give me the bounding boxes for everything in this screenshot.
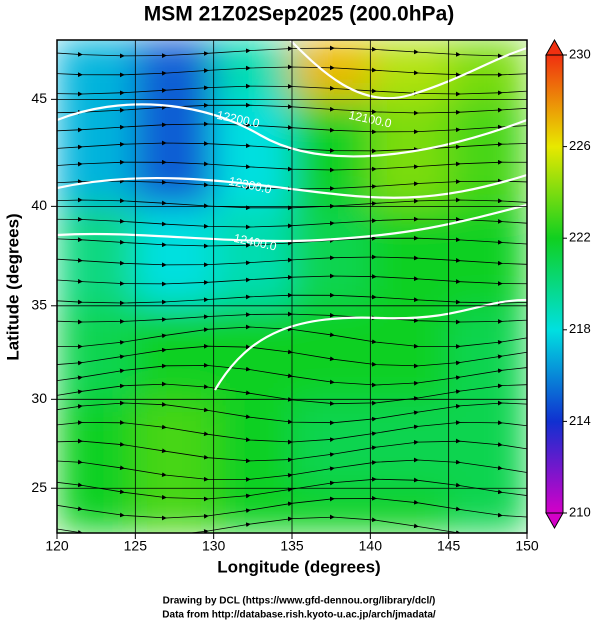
heat-cell xyxy=(213,398,293,489)
colorbar-tick-label: 230 xyxy=(569,46,591,61)
heat-cell xyxy=(291,205,371,307)
heat-cell xyxy=(448,40,527,100)
x-tick-label: 130 xyxy=(202,538,226,554)
contour-line xyxy=(57,173,527,199)
heat-cell xyxy=(448,305,527,400)
heat-cell xyxy=(369,398,450,489)
x-tick-label: 145 xyxy=(437,538,461,554)
heat-cell xyxy=(291,487,371,533)
y-tick-label: 25 xyxy=(31,479,47,495)
contour-line xyxy=(214,298,527,391)
footer-line: Drawing by DCL (https://www.gfd-dennou.o… xyxy=(163,596,436,607)
colorbar-arrow xyxy=(545,512,564,530)
heat-cell xyxy=(213,487,293,533)
y-tick-label: 30 xyxy=(31,390,47,406)
colorbar-tick-label: 226 xyxy=(569,138,591,153)
footer-line: Data from http://database.rish.kyoto-u.a… xyxy=(162,610,436,621)
contour-line xyxy=(57,103,527,158)
x-tick-label: 120 xyxy=(45,538,69,554)
y-tick-label: 35 xyxy=(31,296,47,312)
colorbar-tick-label: 218 xyxy=(569,321,591,336)
y-axis-label: Latitude (degrees) xyxy=(3,213,22,360)
x-axis-label: Longitude (degrees) xyxy=(217,557,380,576)
heat-cell xyxy=(57,40,136,100)
y-tick-label: 40 xyxy=(31,197,47,213)
heat-cell xyxy=(213,305,293,400)
heat-cell xyxy=(134,98,215,207)
heat-cell xyxy=(369,305,450,400)
contour-line xyxy=(289,40,527,100)
y-tick-label: 45 xyxy=(31,90,47,106)
heat-cell xyxy=(448,487,527,533)
colorbar xyxy=(545,54,564,514)
colorbar-tick-label: 222 xyxy=(569,230,591,245)
heat-cell xyxy=(369,205,450,307)
heat-cell xyxy=(134,205,215,307)
x-tick-label: 135 xyxy=(280,538,304,554)
chart-title: MSM 21Z02Sep2025 (200.0hPa) xyxy=(144,3,455,26)
x-tick-label: 150 xyxy=(515,538,539,554)
x-tick-label: 140 xyxy=(359,538,383,554)
heat-cell xyxy=(369,487,450,533)
heat-cell xyxy=(57,205,136,307)
heat-cell xyxy=(134,487,215,533)
heat-cell xyxy=(213,205,293,307)
heat-cell xyxy=(291,398,371,489)
colorbar-tick-label: 214 xyxy=(569,413,591,428)
heat-cell xyxy=(57,487,136,533)
heat-cell xyxy=(369,40,450,100)
colorbar-tick-label: 210 xyxy=(569,504,591,519)
colorbar-arrow xyxy=(545,38,564,56)
x-tick-label: 125 xyxy=(124,538,148,554)
contour-line xyxy=(57,203,527,243)
heat-cell xyxy=(57,398,136,489)
heat-cell xyxy=(134,398,215,489)
heat-cell xyxy=(134,40,215,100)
